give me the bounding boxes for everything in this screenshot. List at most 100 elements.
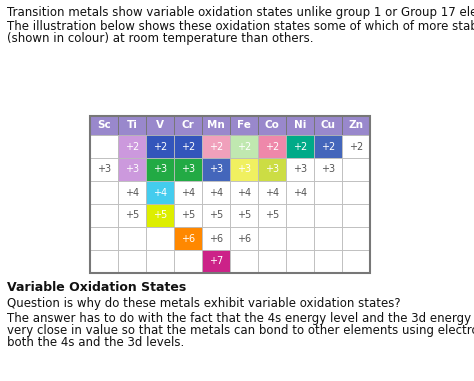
Bar <box>286 204 314 227</box>
Bar <box>230 250 258 273</box>
Bar <box>342 135 370 158</box>
Text: +4: +4 <box>125 187 139 197</box>
Bar <box>314 204 342 227</box>
Text: +2: +2 <box>153 141 167 152</box>
Text: +2: +2 <box>181 141 195 152</box>
Text: +5: +5 <box>265 210 279 221</box>
Text: +4: +4 <box>293 187 307 197</box>
Bar <box>202 116 230 135</box>
Bar <box>90 158 118 181</box>
Text: Ni: Ni <box>294 120 306 131</box>
Bar <box>90 135 118 158</box>
Text: +2: +2 <box>125 141 139 152</box>
Bar <box>286 116 314 135</box>
Text: +3: +3 <box>321 165 335 174</box>
Bar <box>202 135 230 158</box>
Text: both the 4s and the 3d levels.: both the 4s and the 3d levels. <box>7 336 184 349</box>
Text: Cr: Cr <box>182 120 194 131</box>
Bar <box>90 116 370 273</box>
Bar <box>174 116 202 135</box>
Bar <box>174 250 202 273</box>
Bar <box>202 227 230 250</box>
Bar <box>174 181 202 204</box>
Text: +2: +2 <box>265 141 279 152</box>
Bar <box>202 181 230 204</box>
Text: Variable Oxidation States: Variable Oxidation States <box>7 281 186 294</box>
Bar <box>202 250 230 273</box>
Text: +3: +3 <box>153 165 167 174</box>
Text: (shown in colour) at room temperature than others.: (shown in colour) at room temperature th… <box>7 32 313 45</box>
Text: +2: +2 <box>321 141 335 152</box>
Text: +3: +3 <box>237 165 251 174</box>
Bar <box>202 158 230 181</box>
Text: +2: +2 <box>293 141 307 152</box>
Bar <box>146 158 174 181</box>
Text: +4: +4 <box>209 187 223 197</box>
Text: The answer has to do with the fact that the 4s energy level and the 3d energy le: The answer has to do with the fact that … <box>7 312 474 325</box>
Text: Mn: Mn <box>207 120 225 131</box>
Text: +5: +5 <box>153 210 167 221</box>
Bar <box>314 181 342 204</box>
Bar <box>342 158 370 181</box>
Bar <box>118 116 146 135</box>
Bar <box>286 158 314 181</box>
Bar <box>118 158 146 181</box>
Text: +4: +4 <box>181 187 195 197</box>
Text: +2: +2 <box>209 141 223 152</box>
Bar <box>174 158 202 181</box>
Text: +3: +3 <box>293 165 307 174</box>
Text: Transition metals show variable oxidation states unlike group 1 or Group 17 elem: Transition metals show variable oxidatio… <box>7 6 474 19</box>
Bar <box>342 250 370 273</box>
Text: +5: +5 <box>237 210 251 221</box>
Bar <box>230 135 258 158</box>
Bar <box>314 135 342 158</box>
Text: +3: +3 <box>97 165 111 174</box>
Text: +6: +6 <box>237 234 251 243</box>
Text: V: V <box>156 120 164 131</box>
Bar <box>118 204 146 227</box>
Bar <box>342 227 370 250</box>
Bar <box>90 250 118 273</box>
Bar <box>258 250 286 273</box>
Text: Question is why do these metals exhibit variable oxidation states?: Question is why do these metals exhibit … <box>7 297 401 310</box>
Bar <box>258 204 286 227</box>
Text: +2: +2 <box>237 141 251 152</box>
Bar <box>286 227 314 250</box>
Bar <box>258 158 286 181</box>
Bar <box>174 204 202 227</box>
Text: The illustration below shows these oxidation states some of which of more stable: The illustration below shows these oxida… <box>7 20 474 33</box>
Text: +5: +5 <box>125 210 139 221</box>
Bar <box>230 181 258 204</box>
Bar <box>314 158 342 181</box>
Bar <box>342 116 370 135</box>
Bar <box>314 116 342 135</box>
Bar <box>286 135 314 158</box>
Text: +6: +6 <box>209 234 223 243</box>
Text: +5: +5 <box>209 210 223 221</box>
Text: Sc: Sc <box>97 120 111 131</box>
Bar <box>230 116 258 135</box>
Bar <box>118 227 146 250</box>
Bar <box>314 250 342 273</box>
Bar <box>146 135 174 158</box>
Bar <box>258 181 286 204</box>
Text: very close in value so that the metals can bond to other elements using electron: very close in value so that the metals c… <box>7 324 474 337</box>
Text: +4: +4 <box>265 187 279 197</box>
Bar <box>286 250 314 273</box>
Bar <box>90 227 118 250</box>
Text: +3: +3 <box>209 165 223 174</box>
Text: +5: +5 <box>181 210 195 221</box>
Bar <box>342 181 370 204</box>
Bar <box>314 227 342 250</box>
Text: Zn: Zn <box>348 120 364 131</box>
Text: Fe: Fe <box>237 120 251 131</box>
Text: +3: +3 <box>125 165 139 174</box>
Text: +3: +3 <box>265 165 279 174</box>
Bar <box>342 204 370 227</box>
Bar <box>258 227 286 250</box>
Bar <box>174 135 202 158</box>
Text: Co: Co <box>264 120 280 131</box>
Bar <box>90 116 118 135</box>
Bar <box>286 181 314 204</box>
Text: +7: +7 <box>209 256 223 266</box>
